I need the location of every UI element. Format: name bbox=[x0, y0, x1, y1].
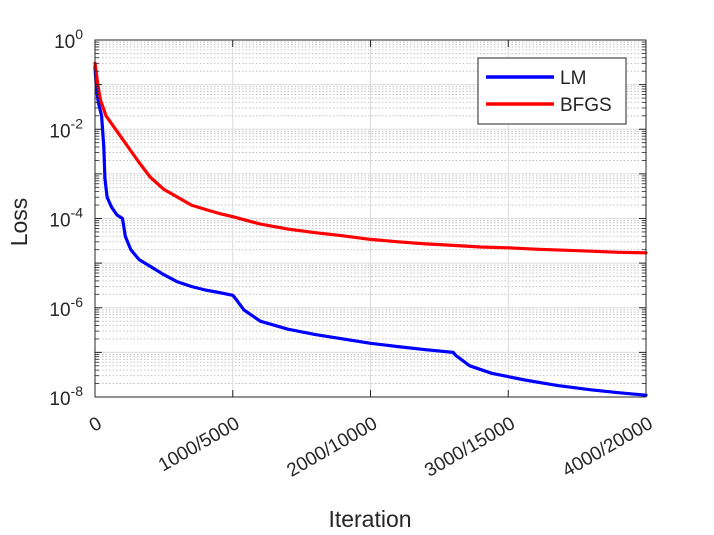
series-line-lm bbox=[93, 65, 648, 397]
y-tick-label: 10-2 bbox=[49, 115, 83, 142]
legend-label-bfgs: BFGS bbox=[560, 95, 612, 116]
y-tick-labels: 100 10-2 10-4 10-6 10-8 bbox=[49, 26, 83, 410]
x-tick-label: 1000/5000 bbox=[155, 413, 243, 476]
y-tick-label: 10-8 bbox=[49, 383, 83, 410]
legend-label-lm: LM bbox=[560, 68, 586, 89]
y-tick-label: 10-4 bbox=[49, 205, 83, 232]
x-tick-label: 0 bbox=[86, 413, 106, 436]
series-line-bfgs bbox=[93, 61, 648, 255]
series-lines bbox=[93, 61, 648, 397]
y-axis-label: Loss bbox=[6, 198, 32, 247]
x-tick-labels: 0 1000/5000 2000/10000 3000/15000 4000/20000 bbox=[86, 413, 657, 481]
x-tick-label: 2000/10000 bbox=[284, 413, 381, 481]
y-tick-label: 10-6 bbox=[49, 294, 83, 321]
x-axis-label: Iteration bbox=[328, 506, 411, 532]
tick-marks bbox=[94, 39, 647, 398]
legend: LM BFGS bbox=[477, 57, 627, 125]
y-tick-label: 100 bbox=[54, 26, 83, 53]
legend-box bbox=[477, 57, 627, 125]
x-tick-label: 3000/15000 bbox=[421, 413, 518, 481]
x-tick-label: 4000/20000 bbox=[559, 413, 656, 481]
